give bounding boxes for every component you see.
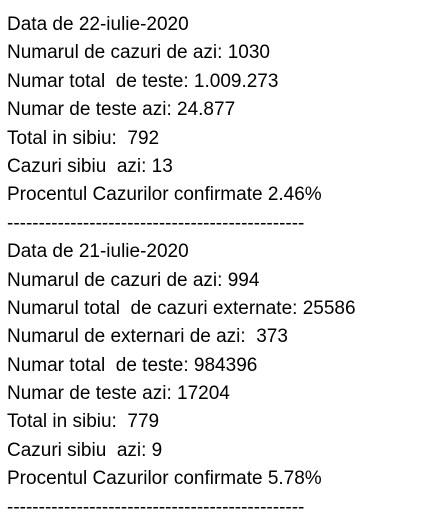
cases-today-line: Numarul de cazuri de azi: 994: [7, 269, 260, 291]
sibiu-today-line: Cazuri sibiu azi: 13: [7, 155, 173, 177]
discharged-today-line: Numarul de externari de azi: 373: [7, 326, 288, 348]
section-separator: ----------------------------------------…: [7, 496, 305, 518]
confirmed-percent-line: Procentul Cazurilor confirmate 5.78%: [7, 468, 322, 490]
sibiu-total-line: Total in sibiu: 779: [7, 411, 160, 433]
cases-today-line: Numarul de cazuri de azi: 1030: [7, 42, 270, 64]
sibiu-total-line: Total in sibiu: 792: [7, 127, 160, 149]
section-separator: ----------------------------------------…: [7, 212, 305, 234]
total-tests-line: Numar total de teste: 1.009.273: [7, 70, 279, 92]
document-body: Data de 22-iulie-2020 Numarul de cazuri …: [7, 11, 423, 522]
tests-today-line: Numar de teste azi: 17204: [7, 383, 230, 405]
total-tests-line: Numar total de teste: 984396: [7, 354, 258, 376]
report-date-line: Data de 22-iulie-2020: [7, 14, 189, 35]
tests-today-line: Numar de teste azi: 24.877: [7, 99, 236, 121]
sibiu-today-line: Cazuri sibiu azi: 9: [7, 439, 163, 461]
total-discharged-line: Numarul total de cazuri externate: 25586: [7, 297, 356, 319]
confirmed-percent-line: Procentul Cazurilor confirmate 2.46%: [7, 184, 322, 206]
report-date-line: Data de 21-iulie-2020: [7, 241, 189, 263]
